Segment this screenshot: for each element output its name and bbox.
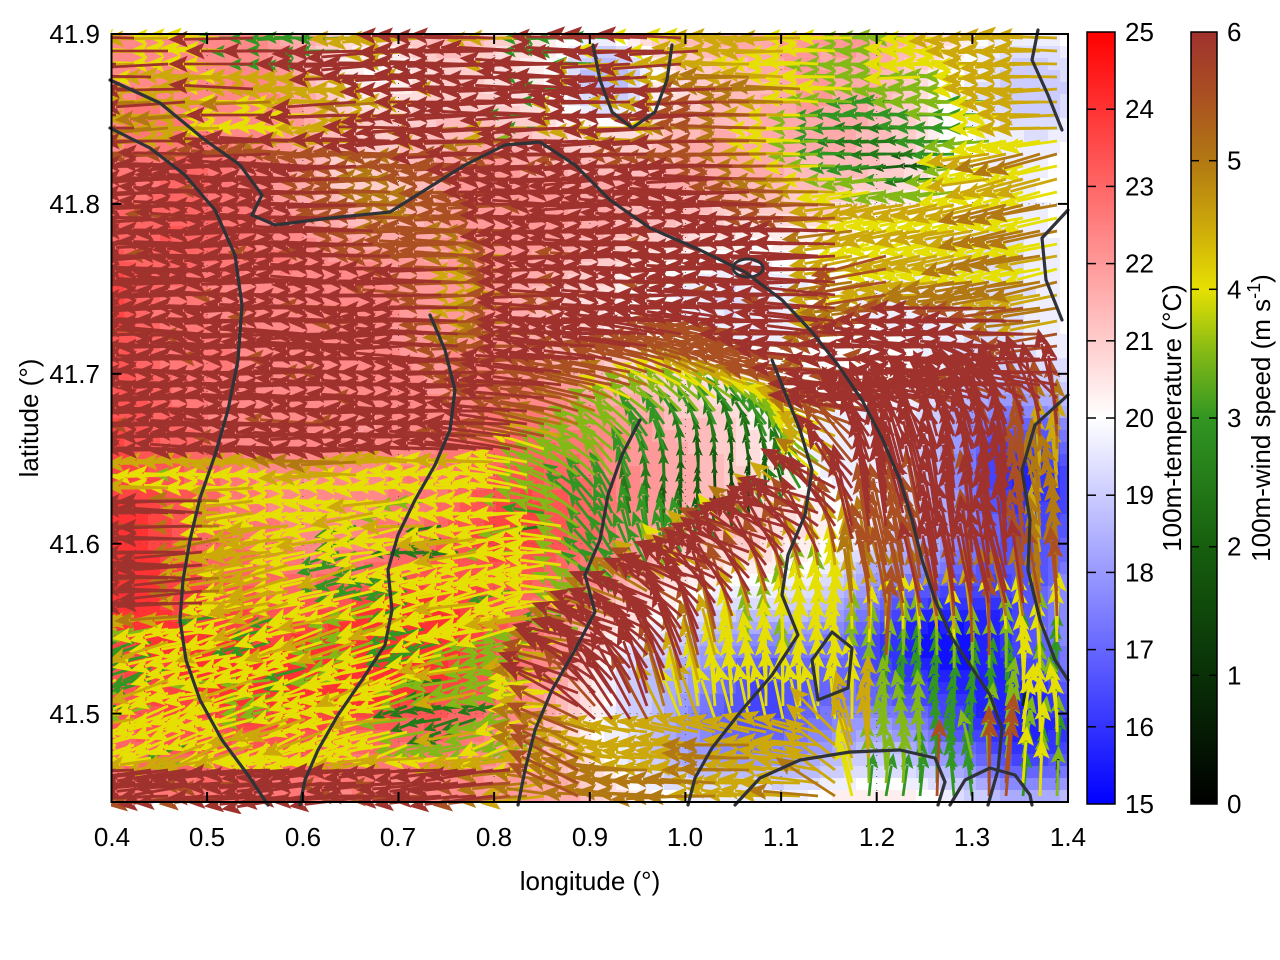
svg-text:longitude (°): longitude (°) <box>520 866 660 896</box>
svg-text:20: 20 <box>1125 403 1154 433</box>
svg-text:0.5: 0.5 <box>189 822 225 852</box>
svg-text:3: 3 <box>1227 403 1241 433</box>
svg-text:41.9: 41.9 <box>49 19 100 49</box>
svg-text:41.5: 41.5 <box>49 699 100 729</box>
svg-text:0.8: 0.8 <box>476 822 512 852</box>
svg-text:2: 2 <box>1227 532 1241 562</box>
svg-text:1.4: 1.4 <box>1050 822 1086 852</box>
svg-text:25: 25 <box>1125 17 1154 47</box>
svg-text:41.8: 41.8 <box>49 189 100 219</box>
svg-text:19: 19 <box>1125 480 1154 510</box>
svg-text:22: 22 <box>1125 249 1154 279</box>
svg-text:21: 21 <box>1125 326 1154 356</box>
svg-text:16: 16 <box>1125 712 1154 742</box>
svg-text:1.0: 1.0 <box>667 822 703 852</box>
svg-text:4: 4 <box>1227 274 1241 304</box>
svg-text:100m-temperature (°C): 100m-temperature (°C) <box>1157 284 1187 552</box>
svg-text:0.4: 0.4 <box>94 822 130 852</box>
svg-text:0.9: 0.9 <box>572 822 608 852</box>
svg-text:41.6: 41.6 <box>49 529 100 559</box>
svg-text:1.2: 1.2 <box>859 822 895 852</box>
svg-text:6: 6 <box>1227 17 1241 47</box>
svg-text:0.7: 0.7 <box>380 822 416 852</box>
svg-text:41.7: 41.7 <box>49 359 100 389</box>
svg-text:latitude (°): latitude (°) <box>14 359 44 478</box>
svg-text:0: 0 <box>1227 789 1241 819</box>
svg-text:1.1: 1.1 <box>763 822 799 852</box>
svg-text:15: 15 <box>1125 789 1154 819</box>
svg-text:17: 17 <box>1125 635 1154 665</box>
svg-text:0.6: 0.6 <box>285 822 321 852</box>
svg-text:1: 1 <box>1227 660 1241 690</box>
svg-text:100m-wind speed (m s-1): 100m-wind speed (m s-1) <box>1244 274 1276 562</box>
svg-text:5: 5 <box>1227 146 1241 176</box>
svg-text:24: 24 <box>1125 94 1154 124</box>
svg-text:18: 18 <box>1125 557 1154 587</box>
svg-text:23: 23 <box>1125 171 1154 201</box>
svg-text:1.3: 1.3 <box>954 822 990 852</box>
